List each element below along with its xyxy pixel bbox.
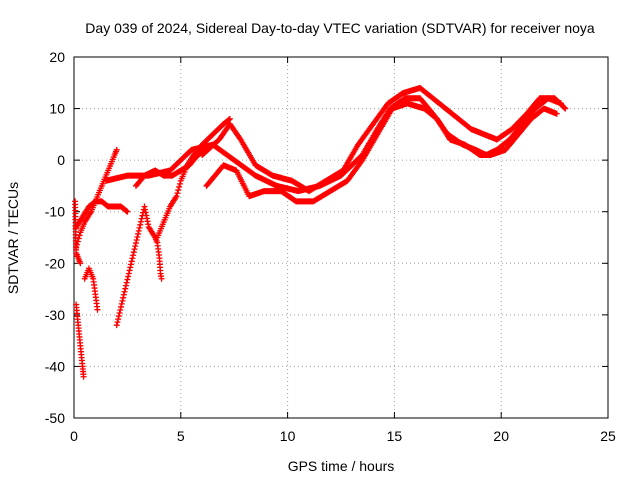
data-point — [562, 105, 569, 112]
data-point — [176, 180, 183, 187]
data-point — [125, 270, 132, 277]
series-morning-rise — [73, 146, 120, 251]
data-point — [123, 279, 130, 286]
data-point — [119, 297, 126, 304]
data-point — [113, 146, 120, 153]
data-point — [130, 252, 137, 259]
data-point — [174, 190, 181, 197]
data-point — [115, 313, 122, 320]
x-tick-label: 10 — [280, 428, 296, 444]
data-point — [124, 208, 131, 215]
data-point — [126, 267, 133, 274]
x-tick-label: 5 — [177, 428, 185, 444]
data-point — [122, 282, 129, 289]
data-point — [128, 258, 135, 265]
data-point — [134, 233, 141, 240]
series-morning-early — [72, 198, 84, 267]
data-points — [72, 84, 569, 380]
data-point — [135, 227, 142, 234]
data-point — [176, 183, 183, 190]
data-point — [129, 255, 136, 262]
data-point — [553, 110, 560, 117]
data-point — [133, 237, 140, 244]
series-morning-arc — [81, 265, 101, 313]
data-point — [158, 275, 165, 282]
data-point — [117, 303, 124, 310]
x-tick-label: 15 — [387, 428, 403, 444]
x-tick-label: 0 — [70, 428, 78, 444]
y-tick-label: 20 — [49, 49, 65, 65]
data-point — [124, 276, 131, 283]
y-tick-label: -20 — [45, 255, 65, 271]
y-tick-label: -50 — [45, 410, 65, 426]
data-point — [131, 246, 138, 253]
data-point — [120, 294, 127, 301]
chart-title: Day 039 of 2024, Sidereal Day-to-day VTE… — [85, 20, 595, 36]
y-tick-label: -30 — [45, 307, 65, 323]
series-lower-trend — [203, 100, 560, 205]
data-point — [561, 104, 568, 111]
data-point — [113, 322, 120, 329]
grid-lines — [74, 57, 608, 418]
data-point — [137, 218, 144, 225]
data-point — [173, 193, 180, 200]
x-axis-label: GPS time / hours — [288, 458, 395, 474]
data-point — [115, 316, 122, 323]
data-point — [130, 249, 137, 256]
data-point — [76, 232, 83, 239]
series-mid-drift — [132, 146, 210, 189]
data-point — [121, 288, 128, 295]
y-axis-label: SDTVAR / TECUs — [5, 182, 21, 294]
series-morning-mid — [73, 198, 131, 231]
y-tick-label: -40 — [45, 358, 65, 374]
data-point — [226, 116, 233, 123]
x-tick-label: 20 — [493, 428, 509, 444]
data-point — [123, 207, 130, 214]
series-morning-drop — [73, 301, 87, 380]
data-point — [94, 306, 101, 313]
data-point — [132, 240, 139, 247]
axis-ticks: -50 -40 -30 -20 -10 0 10 20 0 5 10 15 20 25 — [45, 49, 616, 444]
data-point — [132, 243, 139, 250]
series-early-spurs — [113, 203, 165, 329]
data-point — [122, 285, 129, 292]
data-point — [127, 261, 134, 268]
y-tick-label: 0 — [57, 152, 65, 168]
data-point — [120, 291, 127, 298]
data-point — [125, 273, 132, 280]
data-point — [114, 319, 121, 326]
data-point — [80, 373, 87, 380]
data-point — [135, 230, 142, 237]
data-point — [203, 146, 210, 153]
data-point — [138, 215, 145, 222]
y-tick-label: 10 — [49, 101, 65, 117]
data-point — [77, 260, 84, 267]
data-point — [137, 221, 144, 228]
data-point — [136, 224, 143, 231]
data-point — [226, 115, 233, 122]
data-point — [116, 310, 123, 317]
y-tick-label: -10 — [45, 204, 65, 220]
x-tick-label: 25 — [600, 428, 616, 444]
data-point — [118, 300, 125, 307]
series-main-trend — [103, 95, 565, 195]
data-point — [117, 306, 124, 313]
series-upper-trend — [199, 84, 569, 195]
data-point — [127, 264, 134, 271]
data-point — [175, 187, 182, 194]
